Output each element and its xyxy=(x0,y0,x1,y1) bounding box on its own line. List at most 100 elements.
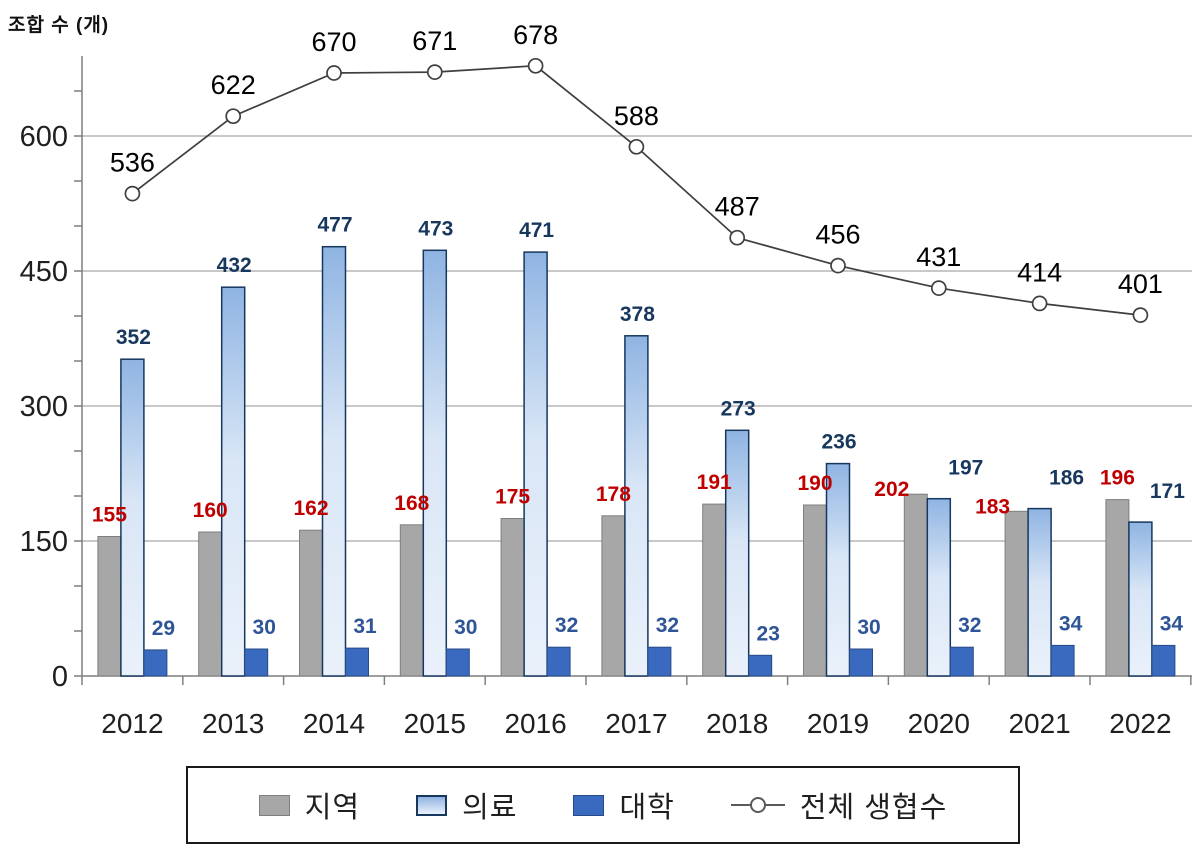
x-tick-label-2013: 2013 xyxy=(202,708,264,739)
marker-total-2014 xyxy=(326,65,342,81)
label-total-2015: 671 xyxy=(412,26,457,56)
label-region-2020: 202 xyxy=(874,478,909,501)
x-tick-label-2017: 2017 xyxy=(605,708,667,739)
legend-label-univ: 대학 xyxy=(619,792,675,824)
legend-label-total: 전체 생협수 xyxy=(799,792,948,824)
label-medical-2017: 378 xyxy=(620,303,655,326)
label-total-2012: 536 xyxy=(110,148,155,178)
bar-region-2018 xyxy=(702,503,727,677)
x-tick-label-2012: 2012 xyxy=(101,708,163,739)
bar-region-2022 xyxy=(1105,499,1130,677)
bar-region-2017 xyxy=(601,515,626,677)
marker-total-2021 xyxy=(1031,295,1048,312)
bar-medical-2013 xyxy=(220,286,246,677)
label-univ-2014: 31 xyxy=(353,615,377,638)
x-tick-label-2014: 2014 xyxy=(303,708,365,739)
x-tick-label-2022: 2022 xyxy=(1109,708,1171,739)
bar-univ-2014 xyxy=(345,647,369,677)
university-bar-swatch-icon xyxy=(573,794,605,816)
label-total-2018: 487 xyxy=(715,192,760,222)
bar-univ-2013 xyxy=(244,648,269,677)
y-tick-label-0: 0 xyxy=(52,661,68,693)
label-univ-2022: 34 xyxy=(1160,612,1184,635)
marker-total-2017 xyxy=(628,138,645,155)
bar-univ-2020 xyxy=(949,646,974,677)
label-total-2020: 431 xyxy=(916,242,961,272)
bar-medical-2016 xyxy=(523,251,548,677)
marker-total-2016 xyxy=(527,57,544,74)
bar-medical-2022 xyxy=(1128,521,1153,677)
label-univ-2016: 32 xyxy=(555,614,578,637)
label-medical-2013: 432 xyxy=(217,254,252,277)
legend: 지역 의료 대학 전체 생협수 xyxy=(186,766,1020,844)
label-univ-2018: 23 xyxy=(757,622,780,645)
label-univ-2019: 30 xyxy=(857,616,880,639)
label-total-2013: 622 xyxy=(211,70,256,100)
label-medical-2015: 473 xyxy=(418,217,453,240)
bar-region-2016 xyxy=(500,518,525,677)
legend-label-region: 지역 xyxy=(304,792,361,824)
marker-total-2018 xyxy=(729,229,746,246)
total-line-swatch-icon xyxy=(730,797,785,813)
coop-count-combo-chart: 0 150 300 450 600 2012 2013 2014 2015 2016 2017 201… xyxy=(20,20,1192,739)
x-tick-label-2020: 2020 xyxy=(908,708,970,739)
label-medical-2022: 171 xyxy=(1150,480,1185,503)
bar-medical-2018 xyxy=(724,429,750,677)
label-region-2019: 190 xyxy=(797,472,832,495)
y-tick-label-600: 600 xyxy=(20,121,68,153)
bar-univ-2018 xyxy=(748,654,773,677)
label-medical-2019: 236 xyxy=(821,431,856,454)
y-tick-label-450: 450 xyxy=(20,256,68,288)
x-tick-label-2015: 2015 xyxy=(404,708,466,739)
label-total-2022: 401 xyxy=(1118,269,1163,299)
label-total-2019: 456 xyxy=(815,220,860,250)
label-region-2016: 175 xyxy=(495,486,530,509)
bar-univ-2015 xyxy=(445,648,470,677)
x-tick-label-2016: 2016 xyxy=(504,708,566,739)
bar-region-2013 xyxy=(198,531,223,677)
label-medical-2016: 471 xyxy=(519,219,554,242)
label-total-2021: 414 xyxy=(1017,257,1062,287)
x-tick-label-2021: 2021 xyxy=(1008,708,1070,739)
label-medical-2021: 186 xyxy=(1049,467,1084,490)
label-region-2012: 155 xyxy=(92,504,127,527)
bar-univ-2016 xyxy=(546,646,571,677)
bar-medical-2021 xyxy=(1027,507,1052,677)
label-region-2017: 178 xyxy=(596,483,631,506)
bar-univ-2019 xyxy=(849,648,873,677)
label-univ-2013: 30 xyxy=(253,616,276,639)
bar-region-2015 xyxy=(399,524,424,677)
label-total-2014: 670 xyxy=(311,27,356,57)
marker-total-2020 xyxy=(930,280,947,296)
label-region-2014: 162 xyxy=(293,497,328,520)
label-total-2017: 588 xyxy=(614,101,659,131)
region-bar-swatch-icon xyxy=(258,794,290,816)
label-univ-2012: 29 xyxy=(152,617,175,640)
label-region-2018: 191 xyxy=(697,471,732,494)
marker-total-2013 xyxy=(225,108,242,125)
bar-medical-2020 xyxy=(926,497,952,677)
legend-item-region: 지역 xyxy=(258,784,361,826)
bar-univ-2022 xyxy=(1151,644,1176,677)
bar-medical-2014 xyxy=(321,245,347,677)
label-medical-2018: 273 xyxy=(721,397,756,420)
label-medical-2014: 477 xyxy=(317,214,352,237)
legend-label-medical: 의료 xyxy=(462,792,518,824)
bar-medical-2015 xyxy=(422,249,448,677)
x-tick-label-2018: 2018 xyxy=(706,708,768,739)
label-univ-2017: 32 xyxy=(656,614,679,637)
label-univ-2021: 34 xyxy=(1059,612,1083,635)
medical-bar-swatch-icon xyxy=(416,794,448,816)
bar-region-2014 xyxy=(299,529,323,677)
label-univ-2015: 30 xyxy=(454,616,477,639)
bar-region-2012 xyxy=(97,536,122,677)
label-medical-2012: 352 xyxy=(116,326,151,349)
y-tick-label-150: 150 xyxy=(20,526,68,558)
marker-total-2012 xyxy=(124,185,141,202)
label-total-2016: 678 xyxy=(513,20,558,50)
x-tick-label-2019: 2019 xyxy=(807,708,869,739)
marker-total-2022 xyxy=(1132,307,1149,323)
marker-total-2019 xyxy=(830,257,846,274)
bar-medical-2012 xyxy=(120,358,145,677)
